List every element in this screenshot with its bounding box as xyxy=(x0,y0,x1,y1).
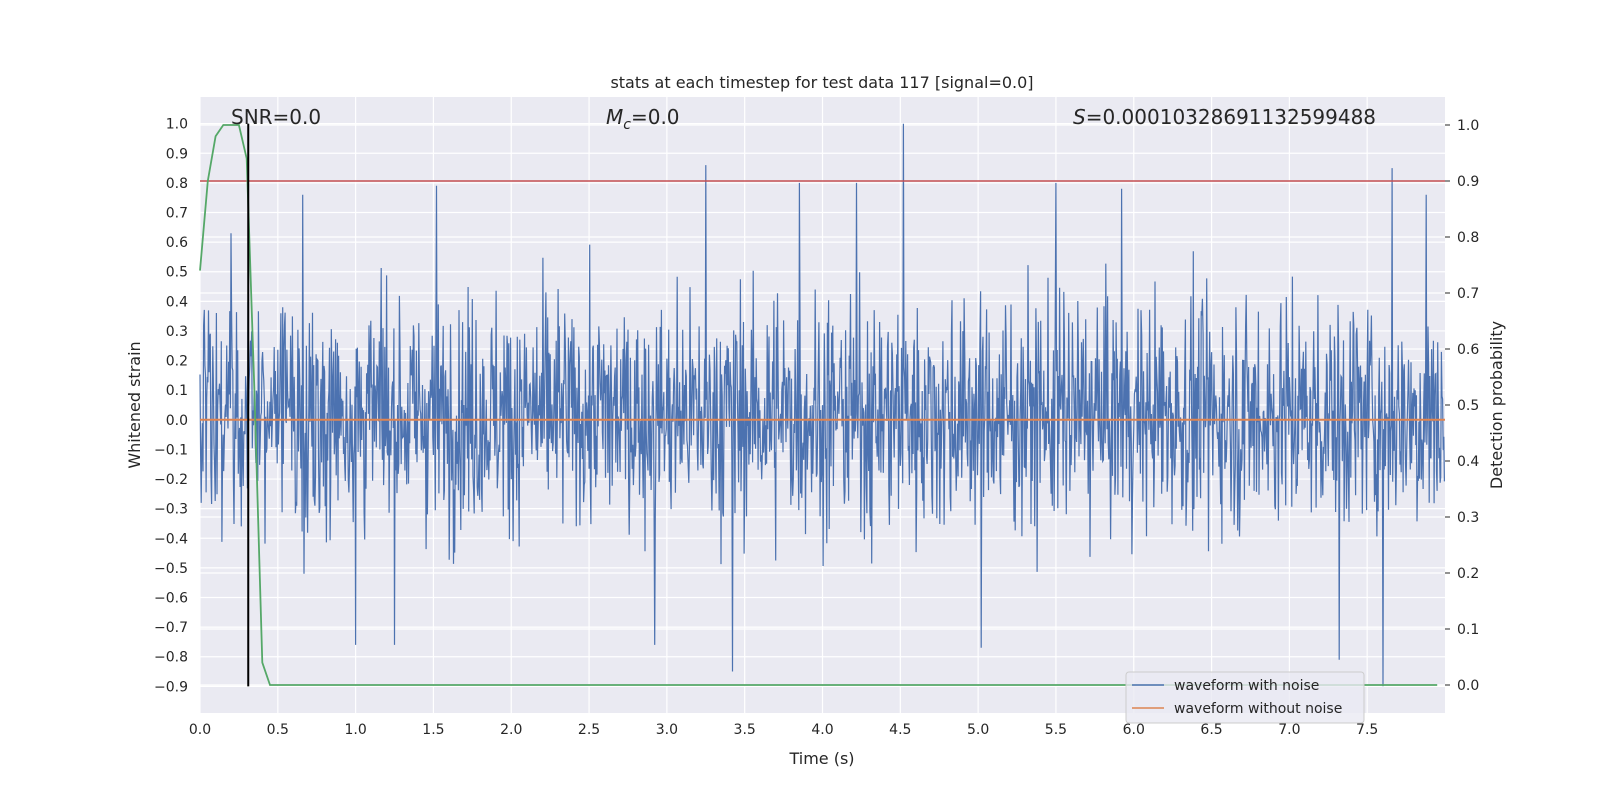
mc-value: =0.0 xyxy=(631,105,680,129)
x-tick-label: 7.0 xyxy=(1278,722,1300,738)
y-tick-label: 0.1 xyxy=(166,383,188,399)
y-tick-label: −0.2 xyxy=(154,472,188,488)
x-tick-label: 6.5 xyxy=(1200,722,1222,738)
y2-tick-label: 0.9 xyxy=(1457,174,1479,190)
y-tick-label: −0.6 xyxy=(154,591,188,607)
x-tick-label: 5.5 xyxy=(1045,722,1067,738)
y2-tick-label: 0.8 xyxy=(1457,230,1479,246)
y-tick-label: −0.4 xyxy=(154,531,188,547)
chart-title: stats at each timestep for test data 117… xyxy=(610,73,1033,92)
y-tick-label: 0.8 xyxy=(166,176,188,192)
tick-labels: 0.0 0.5 1.0 1.5 2.0 2.5 3.0 3.5 4.0 4.5 5.0 5.5 6.0 6… xyxy=(154,117,1479,738)
s-value: =0.00010328691132599488 xyxy=(1086,105,1376,129)
x-tick-label: 2.0 xyxy=(500,722,522,738)
x-tick-label: 7.5 xyxy=(1356,722,1378,738)
x-tick-label: 0.5 xyxy=(267,722,289,738)
y2-tick-label: 0.5 xyxy=(1457,398,1479,414)
legend-label-clean: waveform without noise xyxy=(1174,701,1342,717)
y-tick-label: 1.0 xyxy=(166,117,188,133)
x-tick-label: 1.0 xyxy=(344,722,366,738)
y2-axis-label: Detection probability xyxy=(1487,321,1506,489)
y-tick-label: −0.1 xyxy=(154,442,188,458)
y2-tick-label: 0.0 xyxy=(1457,678,1479,694)
y2-tick-label: 0.4 xyxy=(1457,454,1479,470)
y-axis-label: Whitened strain xyxy=(125,341,144,468)
y-tick-label: −0.3 xyxy=(154,502,188,518)
x-tick-label: 0.0 xyxy=(189,722,211,738)
x-tick-label: 3.5 xyxy=(734,722,756,738)
y2-tick-label: 0.6 xyxy=(1457,342,1479,358)
mc-symbol: M xyxy=(606,105,623,129)
x-tick-label: 1.5 xyxy=(422,722,444,738)
x-axis-label: Time (s) xyxy=(788,749,854,768)
y-tick-label: −0.7 xyxy=(154,620,188,636)
mc-subscript: c xyxy=(623,117,631,133)
y-tick-label: 0.3 xyxy=(166,324,188,340)
y2-tick-label: 0.7 xyxy=(1457,286,1479,302)
x-tick-label: 5.0 xyxy=(967,722,989,738)
x-tick-label: 6.0 xyxy=(1123,722,1145,738)
legend-box xyxy=(1125,671,1365,724)
y-tick-label: 0.2 xyxy=(166,354,188,370)
noise-series xyxy=(199,123,1445,687)
mc-annotation: Mc=0.0 xyxy=(606,105,680,133)
legend: waveform with noise waveform without noi… xyxy=(1125,671,1365,724)
y-tick-label: −0.8 xyxy=(154,650,188,666)
s-symbol: S xyxy=(1073,105,1086,129)
y2-tick-label: 0.1 xyxy=(1457,622,1479,638)
y-tick-label: 0.6 xyxy=(166,235,188,251)
y-tick-label: 0.5 xyxy=(166,265,188,281)
y-tick-label: 0.9 xyxy=(166,146,188,162)
x-tick-label: 4.0 xyxy=(811,722,833,738)
y2-tick-label: 0.3 xyxy=(1457,510,1479,526)
y2-tick-label: 0.2 xyxy=(1457,566,1479,582)
y-tick-label: −0.5 xyxy=(154,561,188,577)
s-annotation: S=0.00010328691132599488 xyxy=(1073,105,1376,129)
line-series xyxy=(199,123,1445,687)
legend-label-noise: waveform with noise xyxy=(1174,678,1319,694)
x-tick-label: 2.5 xyxy=(578,722,600,738)
detection-probability-line xyxy=(199,124,1438,686)
y2-tick-label: 1.0 xyxy=(1457,118,1479,134)
y-tick-label: −0.9 xyxy=(154,679,188,695)
x-tick-label: 4.5 xyxy=(889,722,911,738)
y-tick-label: 0.0 xyxy=(166,413,188,429)
snr-annotation: SNR=0.0 xyxy=(231,105,321,129)
x-tick-label: 3.0 xyxy=(656,722,678,738)
y-tick-label: 0.7 xyxy=(166,206,188,222)
y-tick-label: 0.4 xyxy=(166,294,188,310)
waveform-with-noise-line xyxy=(199,123,1445,687)
